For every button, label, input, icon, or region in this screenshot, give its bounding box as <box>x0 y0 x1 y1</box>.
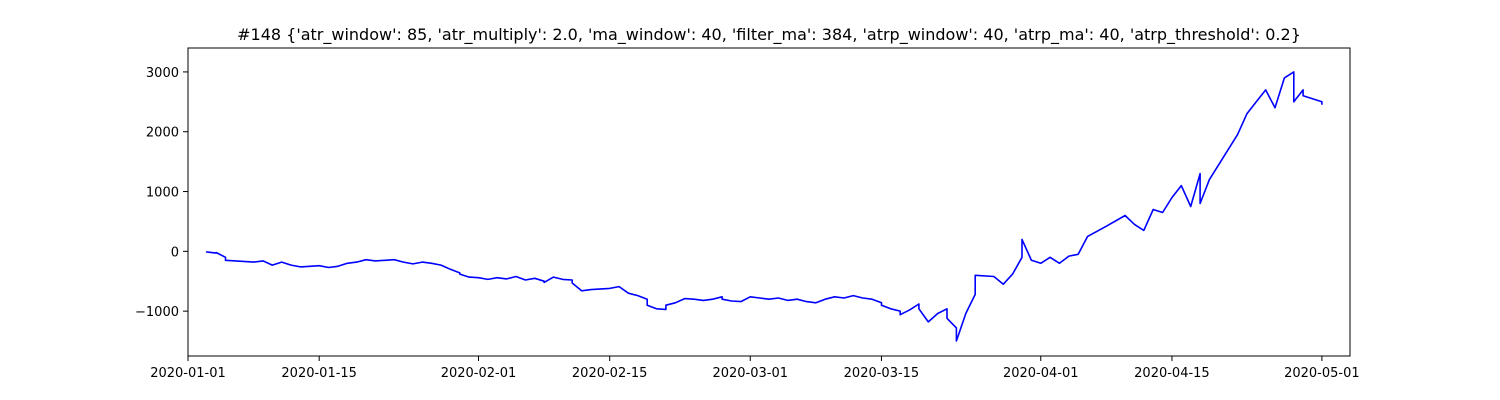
chart-title: #148 {'atr_window': 85, 'atr_multiply': … <box>237 25 1301 45</box>
y-tick-label: 0 <box>171 245 179 260</box>
x-tick-label: 2020-01-15 <box>281 366 357 381</box>
plot-area-frame <box>187 47 1351 357</box>
x-tick-label: 2020-02-15 <box>572 366 648 381</box>
x-tick-label: 2020-04-15 <box>1134 366 1210 381</box>
x-tick-label: 2020-05-01 <box>1284 366 1360 381</box>
y-tick-label: 3000 <box>146 66 179 81</box>
x-tick-label: 2020-01-01 <box>150 366 226 381</box>
y-tick-label: 2000 <box>146 126 179 141</box>
y-axis: −1000 0 1000 2000 3000 <box>135 66 188 320</box>
x-tick-label: 2020-02-01 <box>441 366 517 381</box>
y-tick-label: 1000 <box>146 186 179 201</box>
y-tick-label: −1000 <box>135 305 179 320</box>
x-tick-label: 2020-03-01 <box>712 366 788 381</box>
x-axis: 2020-01-01 2020-01-15 2020-02-01 2020-02-15… <box>150 356 1360 381</box>
series-layer <box>205 71 1323 342</box>
x-tick-label: 2020-04-01 <box>1003 366 1079 381</box>
series-line <box>205 71 1323 342</box>
x-tick-label: 2020-03-15 <box>844 366 920 381</box>
